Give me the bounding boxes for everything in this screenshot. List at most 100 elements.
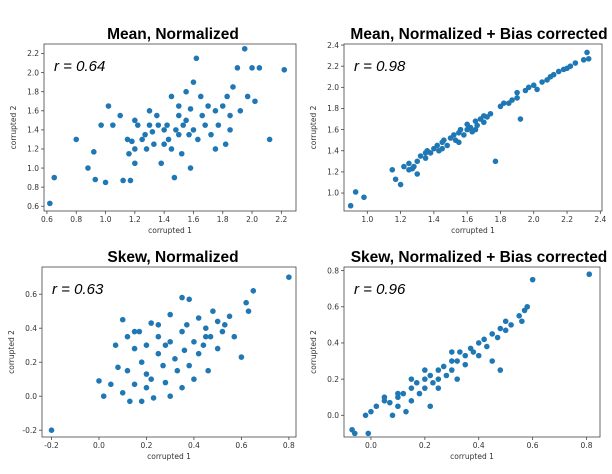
data-point — [230, 84, 236, 90]
data-point — [411, 163, 417, 170]
x-tick-label: 1.4 — [158, 215, 170, 224]
data-point — [440, 363, 447, 370]
data-point — [187, 165, 194, 171]
data-point — [435, 367, 442, 373]
data-point — [481, 119, 487, 126]
panel-skew-normalized: Skew, Normalized -0.2 0.0 0.2 0.4 0.6 0.8 -0.2… — [0, 237, 306, 474]
y-axis-label: corrupted 2 — [7, 330, 16, 374]
data-point — [155, 322, 162, 328]
x-tick-label: 1.2 — [129, 215, 141, 224]
x-tick-label: 1.0 — [361, 215, 373, 224]
x-tick-label: 1.8 — [217, 215, 229, 224]
data-point — [585, 55, 592, 62]
data-point — [183, 117, 189, 124]
data-point — [502, 318, 509, 325]
x-tick-label: 1.0 — [100, 215, 112, 224]
data-point — [430, 379, 436, 386]
data-point — [509, 97, 515, 103]
data-point — [457, 126, 464, 133]
data-point — [584, 49, 590, 56]
data-point — [205, 103, 211, 109]
data-point — [150, 395, 157, 401]
data-point — [143, 384, 150, 391]
y-tick-label: 1.0 — [327, 189, 339, 198]
data-point — [186, 296, 192, 303]
data-point — [389, 412, 396, 419]
data-point — [183, 88, 189, 95]
data-point — [168, 146, 175, 152]
data-point — [167, 393, 173, 399]
data-point — [143, 146, 150, 152]
data-point — [212, 146, 219, 152]
data-point — [234, 65, 241, 71]
data-point — [108, 381, 114, 388]
data-point — [179, 328, 185, 335]
data-point — [124, 367, 131, 374]
data-point — [148, 320, 154, 326]
data-point — [120, 177, 126, 184]
data-point — [100, 393, 107, 399]
data-point — [187, 106, 194, 112]
data-point — [148, 376, 154, 382]
x-axis-label: corrupted 1 — [148, 226, 192, 235]
data-point — [416, 390, 423, 397]
data-point — [392, 176, 399, 183]
data-point — [138, 359, 145, 365]
panel-skew-normalized-bias-corrected: Skew, Normalized + Bias corrected 0.0 0.2… — [306, 237, 612, 474]
x-tick-label: 0.6 — [527, 441, 539, 450]
data-point — [422, 376, 428, 382]
x-tick-label: 1.4 — [428, 215, 440, 224]
x-tick-label: 0.2 — [140, 441, 152, 450]
data-point — [427, 403, 434, 410]
x-tick-label: 1.6 — [461, 215, 473, 224]
data-point — [127, 177, 134, 184]
data-point — [500, 100, 507, 106]
data-point — [414, 171, 421, 177]
data-point — [115, 364, 121, 371]
data-point — [181, 347, 188, 354]
data-point — [406, 160, 412, 167]
data-point — [389, 166, 396, 173]
data-point — [530, 82, 537, 89]
data-point — [190, 79, 197, 85]
data-point — [167, 311, 173, 318]
data-point — [475, 352, 482, 359]
data-point — [155, 333, 162, 340]
data-point — [441, 137, 447, 143]
data-point — [481, 336, 487, 343]
data-point — [158, 160, 165, 167]
data-point — [365, 430, 372, 437]
data-point — [214, 345, 221, 352]
x-tick-label: 0.8 — [581, 441, 593, 450]
data-point — [179, 384, 185, 391]
data-point — [524, 303, 531, 310]
x-tick-label: 2.2 — [275, 215, 287, 224]
data-point — [214, 318, 221, 325]
scatter-chart: 1.0 1.2 1.4 1.6 1.8 2.0 2.2 2.4 1.0 1.2 1.4 1.6 1.8 2… — [309, 41, 607, 235]
data-point — [171, 174, 178, 181]
data-point — [202, 325, 209, 331]
x-tick-label: 0.0 — [365, 441, 377, 450]
data-point — [439, 145, 446, 152]
data-point — [167, 339, 173, 345]
data-point — [161, 127, 167, 133]
panel-mean-normalized: Mean, Normalized 0.6 0.8 1.0 1.2 1.4 1.6 1.8 2.… — [0, 0, 306, 237]
data-point — [448, 349, 455, 355]
data-point — [422, 367, 428, 373]
x-tick-label: 0.4 — [188, 441, 200, 450]
data-point — [197, 93, 204, 100]
correlation-annotation: r = 0.64 — [54, 58, 105, 75]
data-point — [205, 367, 211, 374]
data-point — [362, 412, 369, 419]
y-tick-label: 0.0 — [25, 392, 37, 401]
data-point — [470, 349, 477, 355]
x-tick-label: 0.6 — [235, 441, 247, 450]
data-point — [195, 350, 202, 357]
data-point — [226, 313, 233, 320]
data-point — [489, 331, 496, 337]
data-point — [395, 390, 401, 397]
data-point — [162, 379, 169, 386]
data-point — [193, 55, 200, 62]
data-point — [244, 93, 251, 100]
data-point — [397, 181, 404, 188]
